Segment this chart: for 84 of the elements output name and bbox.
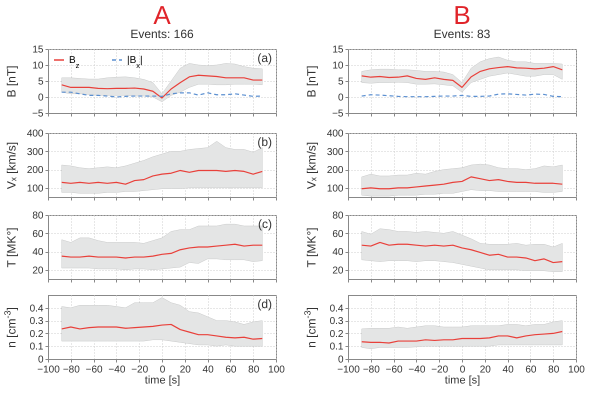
y-tick-label: 400 <box>26 128 44 140</box>
x-tick-label: 100 <box>268 364 286 376</box>
x-tick-label: −20 <box>431 364 449 376</box>
x-tick-label: −60 <box>386 364 404 376</box>
y-tick-label: 200 <box>326 165 344 176</box>
line-series <box>61 324 263 340</box>
line-series <box>361 176 563 190</box>
y-tick-label: 80 <box>332 210 344 222</box>
chart-subtitle: Events: 166 <box>130 27 194 41</box>
line-series <box>361 330 563 344</box>
y-tick-label: 60 <box>32 228 44 240</box>
y-tick-label: −5 <box>32 108 44 120</box>
y-tick-label: 0.4 <box>30 303 44 314</box>
y-tick-label: 10 <box>332 60 344 72</box>
annotation: (c) <box>258 217 272 231</box>
annotation: (a) <box>257 51 272 65</box>
y-tick-label: 0.1 <box>330 342 344 353</box>
x-tick-label: −80 <box>362 364 380 376</box>
line-series <box>61 170 263 185</box>
chart-title: A <box>153 0 172 30</box>
y-tick-label: 300 <box>326 146 344 158</box>
y-tick-label: 20 <box>332 265 344 276</box>
x-tick-label: 40 <box>502 364 514 376</box>
x-axis-title: time [s] <box>144 374 180 386</box>
y-tick-label: −5 <box>332 108 344 120</box>
y-tick-label: 300 <box>26 146 44 158</box>
y-tick-label: 60 <box>332 228 344 240</box>
x-tick-label: −100 <box>337 364 360 376</box>
x-tick-label: 100 <box>568 364 586 376</box>
x-tick-label: 60 <box>225 364 237 376</box>
y-tick-label: 0 <box>38 354 44 366</box>
x-tick-label: 20 <box>480 364 492 376</box>
y-tick-label: 0.2 <box>330 328 344 340</box>
y-tick-label: 10 <box>32 60 44 72</box>
y-axis-title: T [MK°] <box>4 228 18 268</box>
line-series <box>361 242 563 264</box>
legend-label: B$_{z}$ <box>69 55 80 70</box>
y-axis-title: B [nT] <box>304 65 318 98</box>
y-tick-label: 0.3 <box>330 316 344 328</box>
line-series <box>61 244 263 259</box>
x-tick-label: −40 <box>108 364 126 376</box>
y-tick-label: 200 <box>26 165 44 176</box>
x-tick-label: 0 <box>160 364 166 376</box>
y-tick-label: 100 <box>26 183 44 194</box>
y-tick-label: 0.1 <box>30 342 44 353</box>
x-axis-title: time [s] <box>444 374 480 386</box>
y-tick-label: 0 <box>38 92 44 104</box>
y-tick-label: 0.2 <box>30 328 44 340</box>
legend-label: |B$_{x}$| <box>127 55 143 70</box>
chart-title: B <box>453 0 471 30</box>
y-tick-label: 0 <box>338 92 344 104</box>
y-tick-label: 100 <box>326 183 344 194</box>
y-tick-label: 0 <box>338 354 344 366</box>
x-tick-label: 80 <box>248 364 260 376</box>
y-tick-label: 20 <box>32 265 44 276</box>
y-tick-label: 15 <box>32 44 44 56</box>
x-tick-label: −40 <box>408 364 426 376</box>
x-tick-label: −100 <box>37 364 60 376</box>
y-tick-label: 0.4 <box>330 303 344 314</box>
y-tick-label: 15 <box>332 44 344 56</box>
annotation: (d) <box>257 297 272 311</box>
y-tick-label: 5 <box>338 76 344 88</box>
x-tick-label: 80 <box>548 364 560 376</box>
y-tick-label: 5 <box>38 76 44 88</box>
line-series <box>61 74 263 99</box>
x-tick-label: −60 <box>86 364 104 376</box>
y-tick-label: 400 <box>326 128 344 140</box>
annotation: (b) <box>257 135 272 149</box>
x-tick-label: 0 <box>460 364 466 376</box>
chart-subtitle: Events: 83 <box>434 27 491 41</box>
y-tick-label: 40 <box>332 247 344 258</box>
y-axis-title: Vₓ [km/s] <box>4 142 18 190</box>
x-tick-label: 40 <box>202 364 214 376</box>
y-tick-label: 0.3 <box>30 316 44 328</box>
x-tick-label: 60 <box>525 364 537 376</box>
y-tick-label: 40 <box>32 247 44 258</box>
x-tick-label: 20 <box>180 364 192 376</box>
line-series <box>361 66 563 88</box>
y-axis-title: T [MK°] <box>304 228 318 268</box>
y-axis-title: B [nT] <box>4 65 18 98</box>
x-tick-label: −80 <box>62 364 80 376</box>
y-axis-title: Vₓ [km/s] <box>304 142 318 190</box>
y-tick-label: 80 <box>32 210 44 222</box>
x-tick-label: −20 <box>131 364 149 376</box>
